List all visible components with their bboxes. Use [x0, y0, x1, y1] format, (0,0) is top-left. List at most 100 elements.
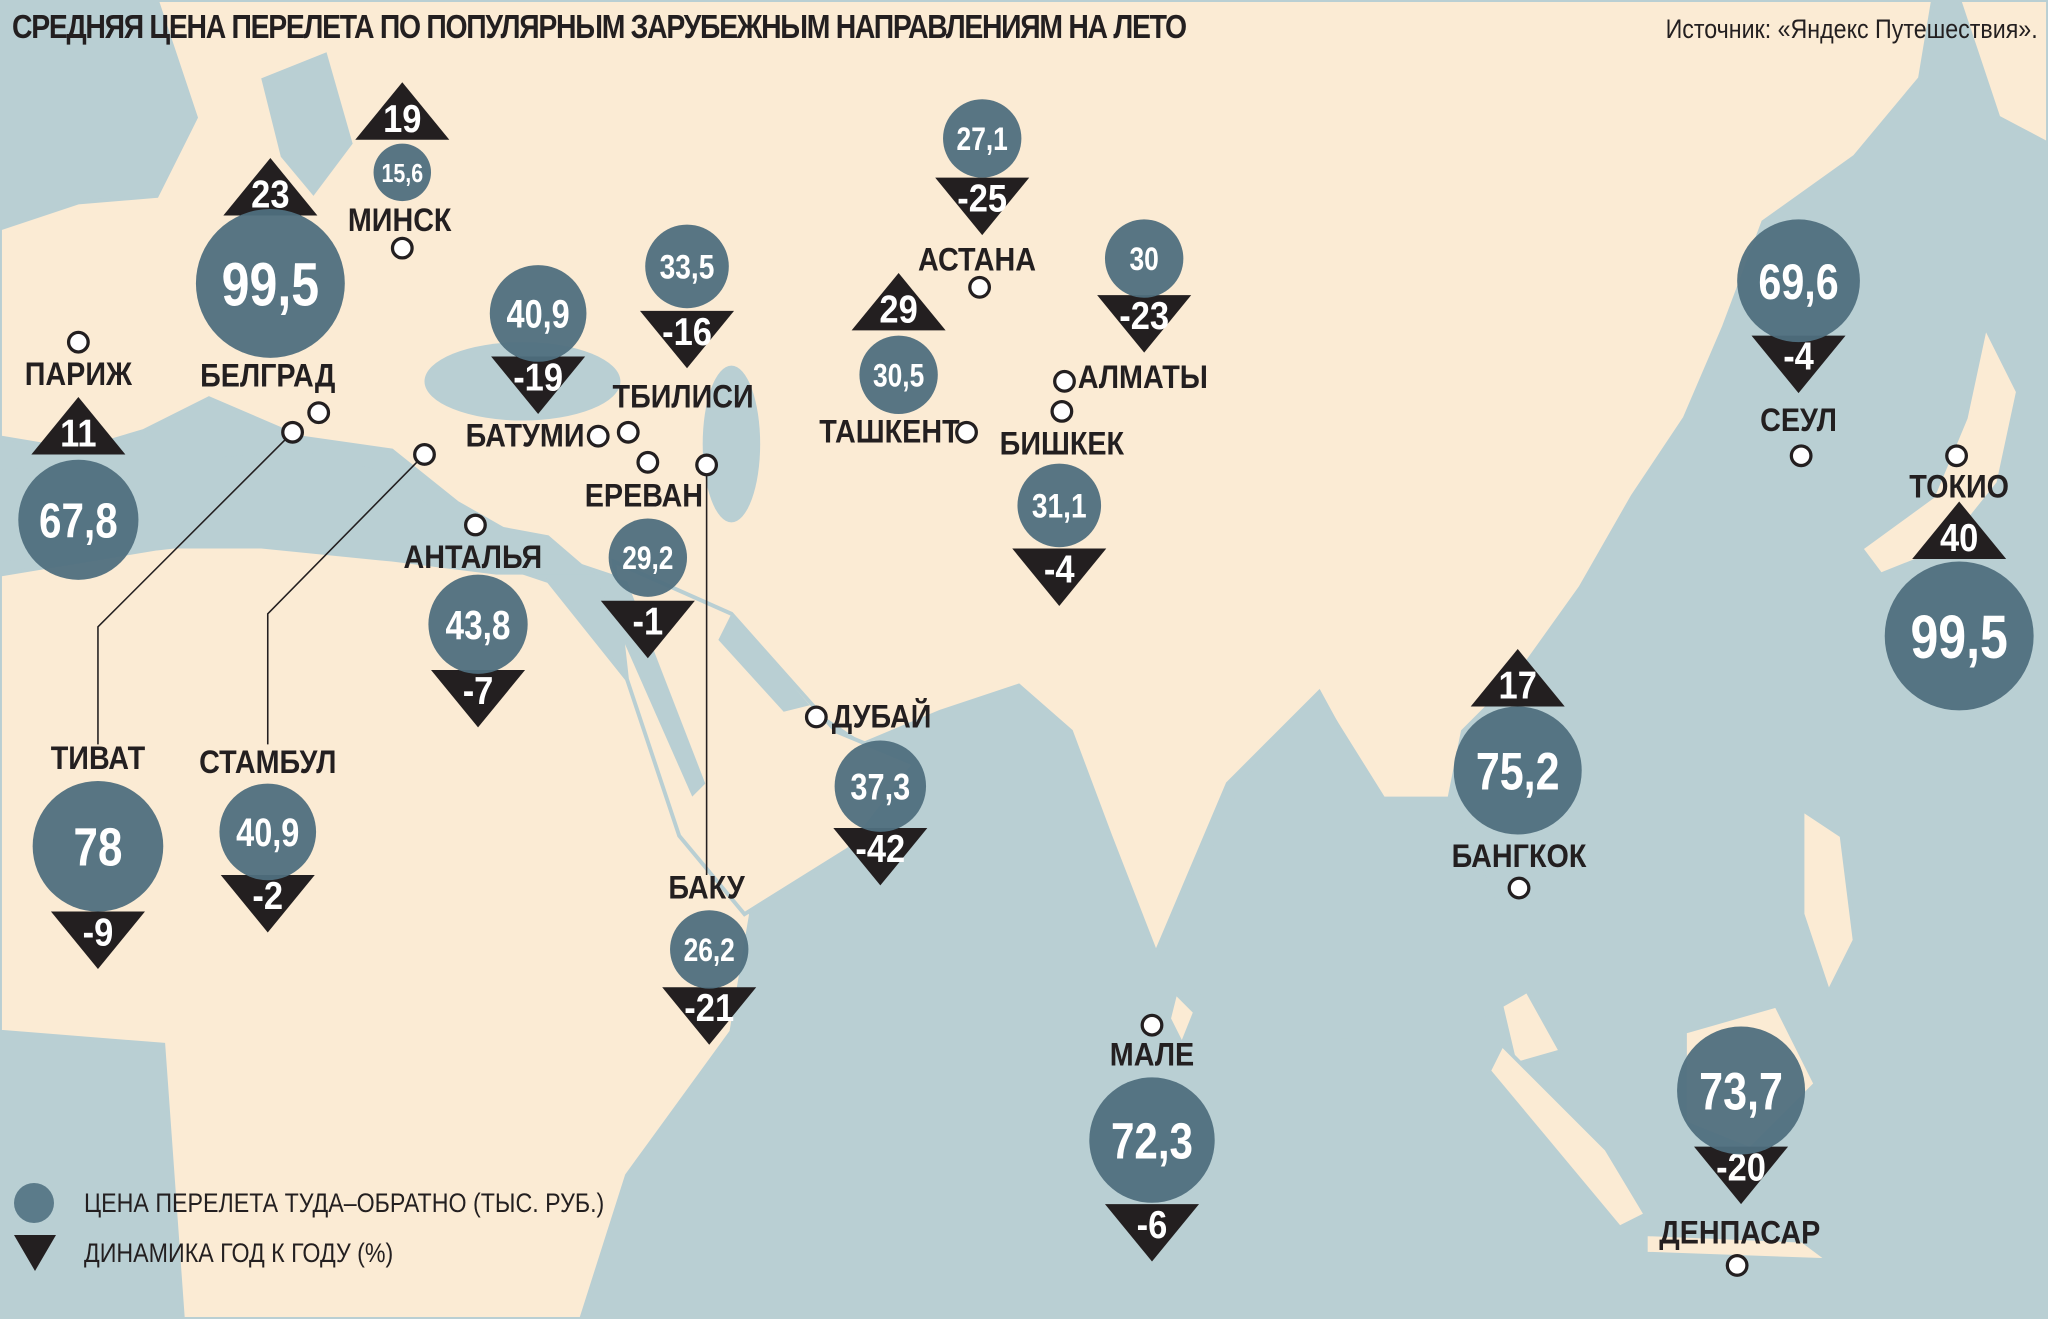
legend: ЦЕНА ПЕРЕЛЕТА ТУДА–ОБРАТНО (ТЫС. РУБ.) Д… [14, 1178, 689, 1278]
price-bubble [1737, 219, 1860, 343]
triangle-down-icon [1694, 1146, 1789, 1205]
sumatra [1486, 1041, 1649, 1231]
triangle-down-icon [1012, 548, 1107, 606]
city-name: ТИВАТ [51, 739, 146, 776]
price-value: 73,7 [1699, 1063, 1783, 1121]
price-bubble [670, 910, 749, 989]
triangle-down-icon [431, 669, 526, 728]
mediterranean-sea [0, 430, 595, 575]
city-marker: ТБИЛИСИ -16 33,5 [613, 224, 754, 444]
leader-line [97, 431, 294, 745]
change-value: -25 [957, 177, 1007, 221]
change-value: 11 [60, 412, 96, 456]
city-dot-icon [1053, 369, 1076, 393]
caspian-sea [702, 365, 761, 523]
city-dot-icon [1507, 876, 1531, 900]
city-dot-icon [1725, 1254, 1749, 1277]
triangle-down-icon [220, 874, 315, 933]
city-name: МАЛЕ [1110, 1036, 1194, 1073]
legend-price: ЦЕНА ПЕРЕЛЕТА ТУДА–ОБРАТНО (ТЫС. РУБ.) [14, 1178, 689, 1228]
price-bubble [1453, 706, 1582, 835]
price-bubble [219, 783, 317, 881]
city-marker: АСТАНА -25 27,1 [918, 99, 1036, 299]
price-value: 37,3 [850, 767, 910, 809]
city-name: ТОКИО [1909, 468, 2009, 505]
triangle-down-icon [1751, 335, 1846, 394]
triangle-down-icon [491, 356, 586, 414]
price-value: 43,8 [446, 602, 511, 648]
price-bubble [18, 459, 139, 580]
price-bubble [608, 518, 688, 597]
city-name: АНТАЛЬЯ [403, 538, 542, 575]
city-marker: ТОКИО 40 99,5 [1884, 444, 2034, 711]
city-marker: АНТАЛЬЯ -7 43,8 [403, 513, 542, 728]
city-marker: ТАШКЕНТ 29 30,5 [819, 272, 978, 450]
city-name: ПАРИЖ [25, 356, 132, 393]
city-name: МИНСК [348, 201, 452, 238]
change-value: -4 [1044, 547, 1075, 591]
source-note: Источник: «Яндекс Путешествия». [1665, 14, 2038, 44]
red-sea [594, 574, 706, 797]
city-dot-icon [955, 420, 978, 444]
city-name: ЕРЕВАН [585, 477, 703, 514]
city-name: БЕЛГРАД [200, 357, 335, 394]
triangle-down-icon [1104, 1204, 1200, 1262]
page-title: СРЕДНЯЯ ЦЕНА ПЕРЕЛЕТА ПО ПОПУЛЯРНЫМ ЗАРУ… [12, 8, 1187, 45]
change-value: 19 [383, 97, 421, 141]
triangle-down-icon [935, 177, 1030, 236]
city-name: ДЕНПАСАР [1659, 1214, 1820, 1251]
price-value: 69,6 [1758, 253, 1838, 310]
bay-of-bengal [1162, 692, 1529, 1045]
price-bubble [1104, 219, 1184, 298]
triangle-down-icon [640, 310, 735, 369]
city-dot-icon [281, 420, 304, 444]
price-bubble [1884, 561, 2034, 711]
city-name: БАКУ [668, 869, 745, 906]
city-name: ДУБАЙ [832, 697, 932, 735]
city-marker: БИШКЕК -4 31,1 [1000, 399, 1124, 606]
city-marker: СТАМБУЛ -2 40,9 [199, 443, 436, 933]
price-value: 78 [74, 819, 123, 878]
city-marker: БАНГКОК 17 75,2 [1452, 649, 1587, 900]
city-name: ТАШКЕНТ [819, 413, 960, 450]
triangle-up-icon [1470, 649, 1565, 707]
city-marker: АЛМАТЫ -23 30 [1053, 219, 1208, 395]
price-value: 15,6 [381, 159, 423, 189]
city-name: АЛМАТЫ [1078, 358, 1208, 395]
city-dot-icon [968, 275, 992, 299]
price-value: 99,5 [222, 250, 319, 319]
city-dot-icon [413, 443, 436, 466]
city-dot-icon [695, 453, 719, 477]
price-bubble [834, 740, 927, 832]
philippines [1800, 806, 1857, 998]
price-bubble [489, 265, 587, 362]
price-bubble [943, 99, 1022, 178]
legend-price-label: ЦЕНА ПЕРЕЛЕТА ТУДА–ОБРАТНО (ТЫС. РУБ.) [84, 1187, 605, 1218]
city-dot-icon [1789, 444, 1813, 468]
change-value: -19 [513, 355, 563, 399]
price-value: 27,1 [957, 122, 1008, 158]
price-value: 72,3 [1111, 1112, 1193, 1170]
city-marker: ЕРЕВАН -1 29,2 [585, 450, 703, 659]
change-value: -2 [252, 874, 283, 918]
city-marker: СЕУЛ-469,6 [1737, 219, 1860, 468]
city-dot-icon [1945, 444, 1968, 468]
price-value: 40,9 [236, 810, 299, 855]
price-bubble [428, 574, 528, 674]
city-dot-icon [804, 705, 828, 729]
city-marker: ТИВАТ -9 78 [32, 420, 304, 970]
city-dot-icon [66, 330, 90, 354]
city-dot-icon [586, 424, 610, 448]
city-dot-icon [616, 420, 640, 444]
change-value: -23 [1119, 294, 1169, 338]
city-marker: МИНСК 19 15,6 [348, 82, 452, 260]
city-markers: ПАРИЖ 11 67,8 БЕЛГРАД 23 99,5 МИНСК 19 15,6 ТИВАТ… [18, 82, 2034, 1277]
triangle-up-icon [223, 158, 318, 216]
change-value: -1 [633, 600, 664, 644]
change-value: -9 [83, 910, 114, 954]
change-value: -7 [463, 669, 494, 713]
triangle-down-icon [14, 1235, 56, 1271]
city-name: БАНГКОК [1452, 837, 1587, 874]
